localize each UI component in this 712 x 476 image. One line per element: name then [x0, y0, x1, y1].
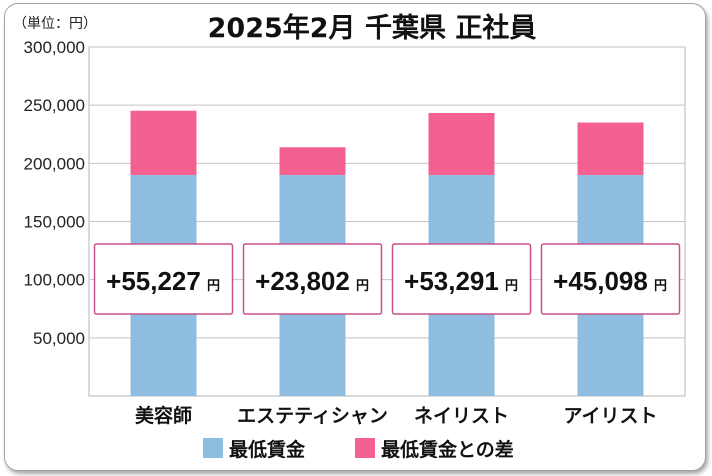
unit-label: （単位：円） — [13, 16, 97, 32]
difference-unit-label: 円 — [505, 279, 518, 294]
bar-difference — [428, 112, 495, 175]
category-label: アイリスト — [563, 405, 657, 427]
bar-chart: 50,000 100,000 150,000 200,000 250,000 300,00… — [13, 12, 686, 461]
y-tick-label: 150,000 — [24, 213, 85, 232]
category-label: 美容師 — [135, 404, 192, 427]
y-tick-label: 300,000 — [24, 38, 85, 57]
difference-callout — [242, 243, 383, 315]
difference-callout — [93, 243, 234, 315]
bar-difference — [577, 122, 644, 175]
difference-value-label: +23,802 — [255, 266, 350, 296]
bar-difference — [130, 110, 197, 175]
legend: 最低賃金 最低賃金との差 — [203, 438, 514, 461]
legend-swatch-minimum-wage — [203, 438, 223, 458]
chart-title: 2025年2月 千葉県 正社員 — [208, 12, 537, 44]
difference-value-label: +45,098 — [553, 266, 648, 296]
bar-difference — [279, 147, 346, 175]
legend-label: 最低賃金との差 — [381, 438, 514, 461]
y-tick-label: 200,000 — [24, 154, 85, 173]
legend-label: 最低賃金 — [229, 438, 306, 461]
y-tick-label: 100,000 — [24, 271, 85, 290]
difference-unit-label: 円 — [207, 279, 220, 294]
category-label: エステティシャン — [237, 405, 388, 427]
difference-unit-label: 円 — [654, 279, 667, 294]
category-label: ネイリスト — [414, 405, 509, 427]
y-tick-label: 50,000 — [33, 329, 85, 348]
difference-value-label: +55,227 — [106, 266, 201, 296]
difference-unit-label: 円 — [356, 279, 369, 294]
difference-callout — [391, 243, 532, 315]
y-tick-label: 250,000 — [24, 96, 85, 115]
chart-card: 50,000 100,000 150,000 200,000 250,000 300,00… — [4, 3, 706, 471]
difference-value-label: +53,291 — [404, 266, 499, 296]
legend-swatch-difference — [355, 438, 375, 458]
difference-callout — [540, 243, 681, 315]
